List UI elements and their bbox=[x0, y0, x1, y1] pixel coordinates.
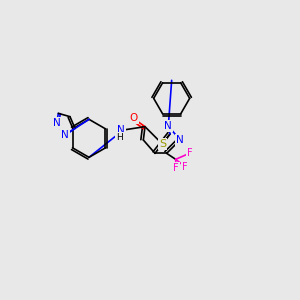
Text: N: N bbox=[176, 135, 184, 145]
Text: H: H bbox=[116, 133, 123, 142]
Text: F: F bbox=[187, 148, 192, 158]
Text: N: N bbox=[164, 121, 172, 131]
Text: N: N bbox=[118, 125, 125, 135]
Text: F: F bbox=[182, 162, 188, 172]
Text: N: N bbox=[61, 130, 69, 140]
Text: O: O bbox=[129, 113, 137, 123]
Text: F: F bbox=[173, 163, 179, 173]
Text: N: N bbox=[53, 118, 61, 128]
Text: S: S bbox=[159, 139, 166, 149]
